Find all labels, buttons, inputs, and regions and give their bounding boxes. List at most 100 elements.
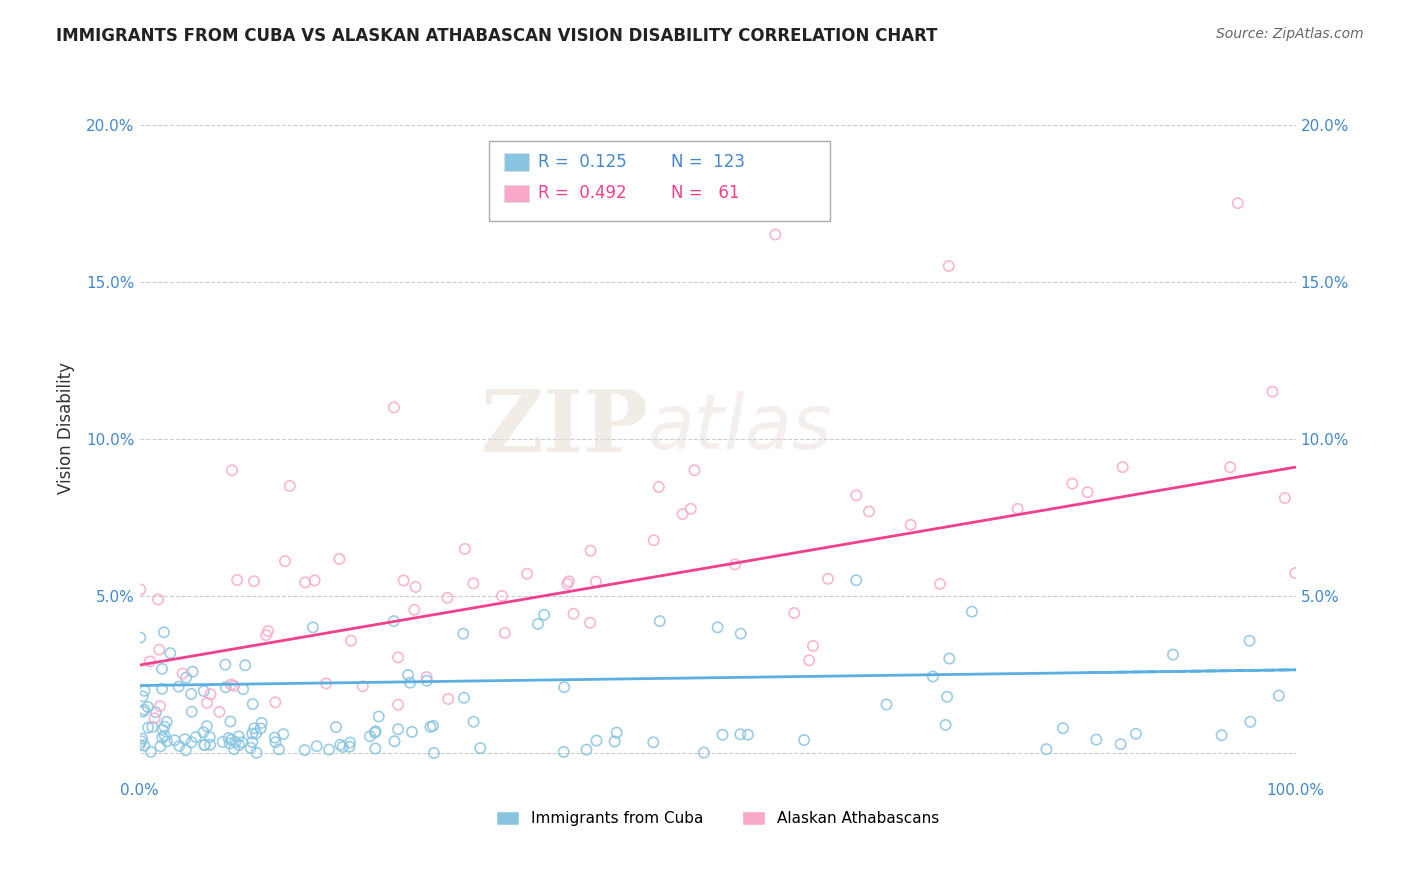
Point — [793, 733, 815, 747]
Point — [1211, 728, 1233, 742]
Point — [845, 488, 868, 502]
Point — [1261, 384, 1284, 399]
Point — [364, 741, 387, 756]
Point — [174, 671, 197, 685]
Point — [1035, 742, 1057, 756]
Point — [228, 738, 250, 752]
Text: N =   61: N = 61 — [671, 184, 740, 202]
Point — [1052, 721, 1074, 735]
Point — [935, 718, 957, 732]
Point — [169, 739, 191, 753]
Point — [491, 589, 513, 603]
Point — [553, 680, 575, 694]
Point — [558, 574, 581, 589]
Point — [134, 683, 156, 698]
Point — [579, 543, 602, 558]
Point — [146, 592, 169, 607]
Point — [200, 687, 222, 701]
Point — [643, 533, 665, 548]
Point — [527, 616, 550, 631]
Legend: Immigrants from Cuba, Alaskan Athabascans: Immigrants from Cuba, Alaskan Athabascan… — [488, 804, 946, 834]
Point — [533, 607, 555, 622]
Point — [737, 728, 759, 742]
Point — [181, 665, 204, 679]
Point — [131, 734, 153, 748]
Point — [271, 727, 294, 741]
Point — [575, 742, 598, 756]
Point — [463, 576, 485, 591]
Point — [643, 735, 665, 749]
Point — [1239, 633, 1261, 648]
Point — [136, 721, 159, 735]
Point — [128, 738, 150, 752]
Point — [153, 720, 176, 734]
Point — [364, 724, 387, 739]
Point — [198, 738, 221, 752]
Point — [423, 746, 446, 760]
Point — [648, 480, 671, 494]
Point — [387, 723, 409, 737]
Point — [1239, 714, 1261, 729]
Point — [1062, 476, 1084, 491]
Point — [159, 646, 181, 660]
Point — [242, 697, 264, 711]
Point — [1161, 648, 1184, 662]
Point — [233, 658, 256, 673]
Point — [585, 574, 607, 589]
Point — [150, 731, 173, 745]
Point — [1219, 460, 1241, 475]
Point — [553, 745, 575, 759]
Point — [325, 720, 347, 734]
Text: Source: ZipAtlas.com: Source: ZipAtlas.com — [1216, 27, 1364, 41]
Point — [1284, 566, 1306, 580]
Point — [211, 735, 233, 749]
Point — [141, 720, 163, 734]
Point — [184, 730, 207, 744]
Point — [243, 721, 266, 735]
Point — [585, 733, 607, 747]
Point — [156, 734, 179, 748]
Point — [329, 738, 352, 752]
Point — [172, 666, 194, 681]
Point — [367, 709, 389, 723]
Point — [139, 745, 162, 759]
Point — [239, 740, 262, 755]
Point — [454, 541, 477, 556]
Point — [257, 624, 280, 638]
Point — [215, 680, 238, 694]
Point — [463, 714, 485, 729]
Point — [416, 673, 439, 688]
Point — [401, 725, 423, 739]
Point — [1085, 732, 1108, 747]
Point — [219, 714, 242, 729]
Point — [302, 620, 325, 634]
Point — [384, 734, 406, 748]
Point — [938, 651, 960, 665]
Point — [415, 670, 437, 684]
Point — [195, 696, 218, 710]
Point — [801, 639, 824, 653]
Point — [132, 705, 155, 719]
Point — [240, 735, 263, 749]
Point — [208, 705, 231, 719]
Point — [960, 605, 983, 619]
Point — [783, 606, 806, 620]
Point — [131, 690, 153, 704]
Point — [263, 731, 285, 745]
Point — [928, 577, 950, 591]
Point — [693, 746, 716, 760]
Point — [1109, 737, 1132, 751]
Point — [797, 653, 820, 667]
Point — [264, 735, 287, 749]
Text: ZIP: ZIP — [481, 386, 648, 470]
Point — [132, 703, 155, 717]
FancyBboxPatch shape — [503, 185, 529, 202]
Text: R =  0.125: R = 0.125 — [538, 153, 627, 171]
Point — [193, 684, 215, 698]
Point — [340, 633, 363, 648]
Point — [557, 577, 579, 591]
Point — [419, 720, 441, 734]
Point — [294, 743, 316, 757]
Point — [399, 675, 422, 690]
Point — [706, 620, 728, 634]
